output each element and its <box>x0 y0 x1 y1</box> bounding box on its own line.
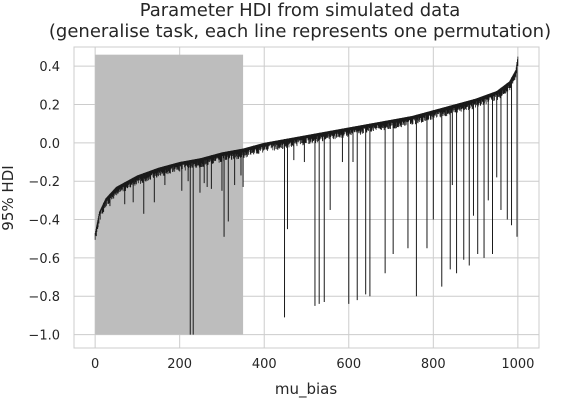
x-tick-label: 200 <box>167 357 192 372</box>
tick-labels: 0 200 400 600 800 1000 −1.0 −0.8 −0.6 −0.4 −0.2 0.0… <box>28 60 534 372</box>
y-tick-label: −1.0 <box>28 329 60 344</box>
chart-title-line-2: (generalise task, each line represents o… <box>49 21 551 42</box>
y-tick-label: −0.2 <box>28 175 60 190</box>
x-tick-label: 0 <box>91 357 99 372</box>
plot-frame <box>73 46 540 349</box>
x-tick-label: 400 <box>252 357 277 372</box>
y-tick-label: −0.8 <box>28 290 60 305</box>
y-tick-label: 0.4 <box>39 60 60 75</box>
y-tick-label: 0.2 <box>39 99 60 114</box>
x-tick-label: 1000 <box>501 357 534 372</box>
y-tick-label: −0.6 <box>28 252 60 267</box>
shaded-region <box>95 54 244 335</box>
chart-title-line-1: Parameter HDI from simulated data <box>140 0 461 21</box>
y-tick-label: 0.0 <box>39 137 60 152</box>
x-axis-label: mu_bias <box>275 380 337 399</box>
x-tick-label: 800 <box>421 357 446 372</box>
hdi-lines <box>94 56 519 335</box>
y-tick-label: −0.4 <box>28 214 60 229</box>
y-axis-label: 95% HDI <box>0 165 17 230</box>
x-tick-label: 600 <box>336 357 361 372</box>
